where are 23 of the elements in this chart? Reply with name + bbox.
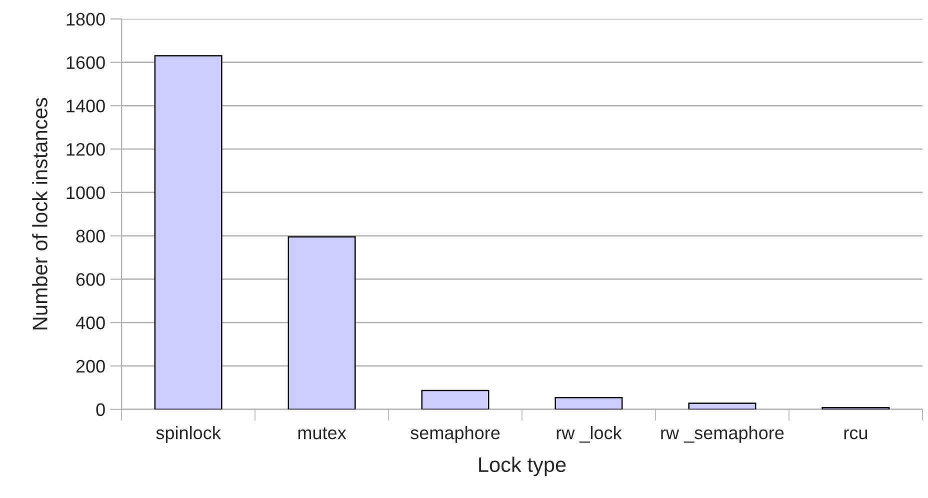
y-tick-label: 800 xyxy=(76,230,105,243)
y-tick-label: 1400 xyxy=(66,100,105,112)
bar xyxy=(554,397,623,410)
x-tick-label: spinlock xyxy=(156,426,221,443)
bar xyxy=(288,236,356,410)
y-tick-label: 400 xyxy=(76,316,105,330)
x-tick-label: rw _lock xyxy=(556,426,622,443)
bar xyxy=(421,390,490,410)
y-tick-label: 0 xyxy=(96,403,105,416)
y-tick-label: 600 xyxy=(76,273,105,286)
y-tick-label: 1200 xyxy=(66,143,105,156)
x-axis-title: Lock type xyxy=(479,456,566,476)
y-tick-label: 1800 xyxy=(66,12,105,26)
y-tick-label: 1600 xyxy=(66,56,105,70)
x-tick-label: mutex xyxy=(298,427,346,440)
bar xyxy=(688,402,756,410)
y-axis-title: Number of lock instances xyxy=(32,98,48,330)
x-tick-label: rw _semaphore xyxy=(661,426,784,443)
y-tick-label: 200 xyxy=(76,360,105,373)
x-tick-label: semaphore xyxy=(410,426,500,443)
y-tick-label: 1000 xyxy=(66,186,105,200)
bar xyxy=(154,55,222,410)
x-tick-label: rcu xyxy=(844,429,868,440)
